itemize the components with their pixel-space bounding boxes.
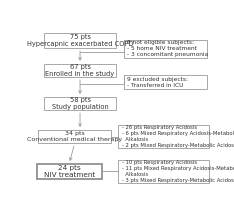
FancyBboxPatch shape [118, 160, 209, 183]
FancyBboxPatch shape [44, 97, 116, 110]
Text: 9 excluded subjects:
- Transferred in ICU: 9 excluded subjects: - Transferred in IC… [127, 77, 188, 88]
Text: 24 pts
NIV treatment: 24 pts NIV treatment [44, 165, 95, 178]
Text: 58 pts
Study population: 58 pts Study population [52, 97, 108, 110]
FancyBboxPatch shape [37, 164, 102, 179]
FancyBboxPatch shape [44, 33, 116, 48]
FancyBboxPatch shape [118, 125, 209, 148]
Text: - 26 pts Respiratory Acidosis
- 6 pts Mixed Respiratory Acidosis-Metabolic
  Alk: - 26 pts Respiratory Acidosis - 6 pts Mi… [122, 125, 234, 148]
Text: 8 not eligible subjects:
- 5 home NIV treatment
- 3 concomitant pneumonia: 8 not eligible subjects: - 5 home NIV tr… [127, 40, 208, 57]
FancyBboxPatch shape [44, 64, 116, 77]
Text: 75 pts
Hypercapnic exacerbated COPD: 75 pts Hypercapnic exacerbated COPD [27, 34, 133, 47]
FancyBboxPatch shape [124, 40, 207, 58]
FancyBboxPatch shape [124, 75, 207, 89]
Text: - 10 pts Respiratory Acidosis
- 11 pts Mixed Respiratory Acidosis-Metabolic
  Al: - 10 pts Respiratory Acidosis - 11 pts M… [122, 160, 234, 183]
Text: 34 pts
Conventional medical therapy: 34 pts Conventional medical therapy [27, 131, 122, 142]
FancyBboxPatch shape [38, 130, 111, 143]
Text: 67 pts
Enrolled in the study: 67 pts Enrolled in the study [45, 64, 115, 77]
